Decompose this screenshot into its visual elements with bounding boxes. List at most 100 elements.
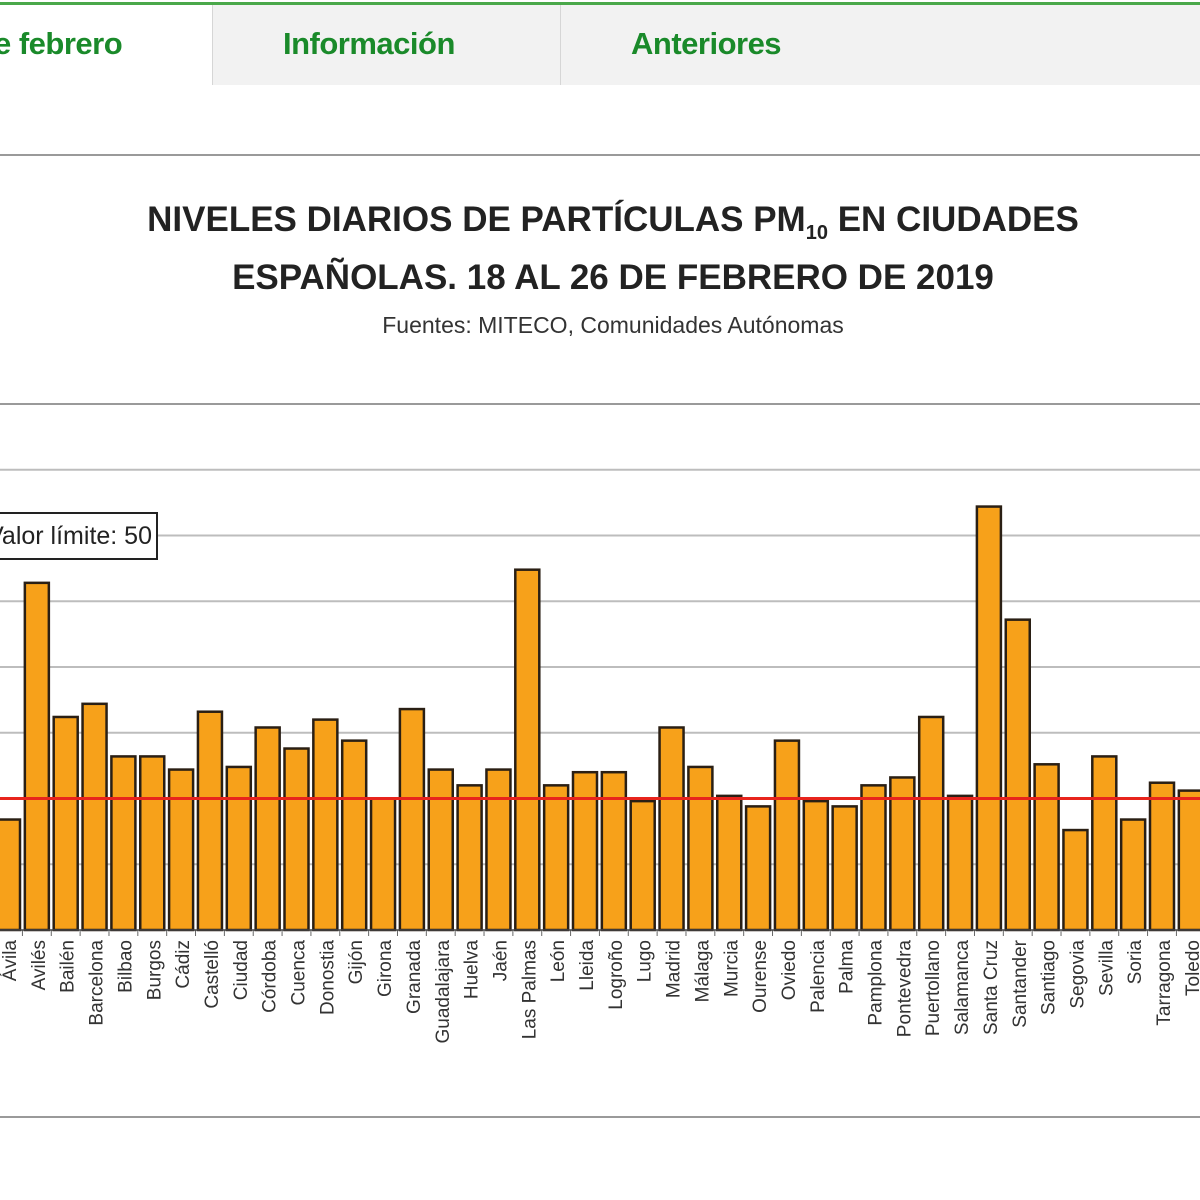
x-tick-label: Palencia xyxy=(808,940,829,1013)
chart-title-line2: ESPAÑOLAS. 18 AL 26 DE FEBRERO DE 2019 xyxy=(232,258,994,297)
bar-santiago xyxy=(1033,763,1060,932)
x-tick-label: Puertollano xyxy=(923,940,944,1036)
bar-avilés xyxy=(23,581,51,932)
x-tick-label: Jaén xyxy=(490,940,511,981)
bar-logroño xyxy=(600,770,628,932)
top-accent-line xyxy=(0,2,1200,5)
bar-barcelona xyxy=(81,702,108,932)
bar-bailén xyxy=(52,715,79,932)
x-tick-label: Pontevedra xyxy=(894,940,915,1038)
x-tick-label: Santiago xyxy=(1039,940,1060,1015)
x-tick-label: Huelva xyxy=(462,940,483,1000)
bar-segovia xyxy=(1062,828,1089,932)
x-tick-label: León xyxy=(548,940,569,982)
legend-text: Valor límite: 50 xyxy=(0,522,152,550)
tab-divider xyxy=(212,5,213,85)
bar-tarragona xyxy=(1148,781,1176,932)
tab-label: Anteriores xyxy=(631,26,782,61)
bar-santa-cruz xyxy=(975,505,1003,932)
x-tick-label: Málaga xyxy=(692,940,713,1003)
bar-ciudad xyxy=(225,765,253,932)
legend-box xyxy=(0,512,158,560)
x-tick-label: Bailén xyxy=(58,940,79,993)
x-tick-label: Soria xyxy=(1125,940,1146,985)
x-tick-label: Guadalajara xyxy=(433,940,454,1044)
x-tick-label: Castelló xyxy=(202,940,223,1009)
divider xyxy=(0,154,1200,156)
x-tick-label: Madrid xyxy=(664,940,685,998)
bar-pontevedra xyxy=(889,776,916,932)
chart-subtitle: Fuentes: MITECO, Comunidades Autónomas xyxy=(382,312,844,338)
x-tick-label: Ávila xyxy=(0,940,21,982)
x-tick-label: Murcia xyxy=(721,940,742,997)
bar-cuenca xyxy=(283,747,310,932)
bar-toledo xyxy=(1177,789,1200,932)
tab-label: e febrero xyxy=(0,26,123,61)
bar-santander xyxy=(1004,618,1031,932)
bar-burgos xyxy=(139,755,166,932)
x-tick-label: Santander xyxy=(1010,939,1031,1027)
bar-córdoba xyxy=(254,726,281,932)
tab-febrero[interactable]: e febrero xyxy=(0,5,212,85)
x-tick-label: Lugo xyxy=(635,940,656,982)
bar-granada xyxy=(398,707,426,932)
x-tick-label: Burgos xyxy=(144,940,165,1000)
bar-málaga xyxy=(687,765,714,932)
tab-anteriores[interactable]: Anteriores xyxy=(631,5,782,85)
x-tick-label: Bilbao xyxy=(115,940,136,993)
tab-label: Información xyxy=(283,26,455,61)
bar-soria xyxy=(1119,818,1147,932)
bar-lleida xyxy=(571,770,599,932)
bar-palencia xyxy=(802,799,830,932)
bar-gijón xyxy=(340,739,368,932)
x-tick-label: Lleida xyxy=(577,940,598,991)
bar-salamanca xyxy=(946,794,974,932)
x-tick-label: Tarragona xyxy=(1154,940,1175,1026)
bar-ourense xyxy=(744,805,772,932)
bar-huelva xyxy=(456,784,483,932)
x-tick-label: Ourense xyxy=(750,940,771,1013)
x-tick-label: Logroño xyxy=(606,940,627,1010)
bar-murcia xyxy=(716,794,743,932)
bar-castelló xyxy=(196,710,224,932)
bar-lugo xyxy=(629,799,656,932)
x-tick-label: Donostia xyxy=(317,940,338,1015)
bar-león xyxy=(542,784,570,932)
x-tick-label: Gijón xyxy=(346,940,367,984)
x-tick-label: Sevilla xyxy=(1096,940,1117,996)
x-tick-label: Cuenca xyxy=(289,940,310,1006)
x-tick-label: Segovia xyxy=(1067,940,1088,1009)
x-tick-label: Toledo xyxy=(1183,940,1200,996)
bar-jaén xyxy=(485,768,512,932)
x-tick-label: Pamplona xyxy=(866,940,887,1026)
x-tick-label: Palma xyxy=(837,940,858,994)
bar-pamplona xyxy=(860,784,887,932)
chart-title-line1: NIVELES DIARIOS DE PARTÍCULAS PM10 EN CI… xyxy=(147,200,1079,244)
x-tick-label: Salamanca xyxy=(952,940,973,1035)
bar-donostia xyxy=(312,718,339,932)
bar-sevilla xyxy=(1091,755,1118,932)
bar-madrid xyxy=(658,726,685,932)
x-tick-label: Barcelona xyxy=(87,940,108,1026)
x-tick-label: Santa Cruz xyxy=(981,940,1002,1035)
bar-palma xyxy=(831,805,858,932)
tab-informacion[interactable]: Información xyxy=(283,5,455,85)
x-tick-label: Oviedo xyxy=(779,940,800,1000)
x-tick-label: Córdoba xyxy=(260,940,281,1013)
x-tick-label: Ciudad xyxy=(231,940,252,1000)
bar-guadalajara xyxy=(427,768,454,932)
tab-bar: e febrero Información Anteriores xyxy=(0,5,1200,85)
tab-divider xyxy=(560,5,561,85)
bar-las-palmas xyxy=(514,568,541,932)
bar-bilbao xyxy=(110,755,137,932)
bar-puertollano xyxy=(917,715,945,932)
bar-ávila xyxy=(0,818,22,932)
x-tick-label: Girona xyxy=(375,940,396,997)
x-tick-label: Avilés xyxy=(29,940,50,990)
bar-cádiz xyxy=(167,768,195,932)
x-tick-label: Cádiz xyxy=(173,940,194,989)
bar-oviedo xyxy=(773,739,801,932)
bar-girona xyxy=(369,797,397,932)
x-tick-label: Granada xyxy=(404,940,425,1014)
